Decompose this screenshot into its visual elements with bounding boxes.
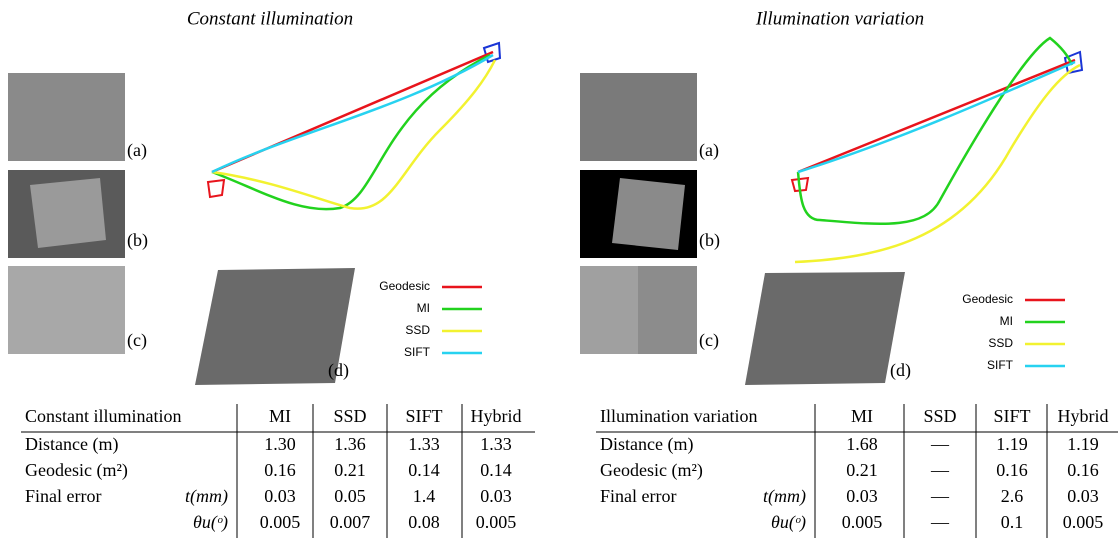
cell: 0.005 [260,512,301,532]
table-header: SIFT [405,406,442,426]
legend-label: MI [1000,314,1013,328]
table-header: SSD [333,406,366,426]
trajectory [211,53,494,174]
cell: 0.03 [1067,486,1099,506]
cell: — [930,486,950,506]
image-label: (b) [127,230,148,251]
cell: 1.4 [413,486,436,506]
cell: 0.14 [480,460,512,480]
cell: 1.33 [408,434,440,454]
legend-label: SIFT [987,358,1014,372]
image-c [8,266,125,354]
table-header: SSD [923,406,956,426]
image-b-inner [612,178,685,250]
cell: 0.007 [330,512,371,532]
cell: 0.21 [334,460,366,480]
trajectory [211,53,491,211]
row-sublabel: θu(ᵒ) [771,512,806,533]
cell: 0.005 [476,512,517,532]
table-header: MI [269,406,291,426]
image-d [745,272,905,385]
cell: 0.14 [408,460,440,480]
row-label: Geodesic (m²) [25,460,128,481]
legend-label: SSD [988,336,1013,350]
panel-title: Illumination variation [755,8,924,29]
cell: 0.1 [1001,512,1024,532]
row-label: Distance (m) [25,434,118,455]
legend-label: SIFT [404,345,431,359]
cell: 0.16 [996,460,1028,480]
cell: 1.19 [996,434,1028,454]
cell: 1.36 [334,434,366,454]
cell: — [930,434,950,454]
image-a [580,73,697,161]
image-label: (b) [699,230,720,251]
table-header: Hybrid [1058,406,1109,426]
table-header: Hybrid [471,406,522,426]
image-label: (d) [328,360,349,381]
trajectory [211,59,497,210]
image-a [8,73,125,161]
row-label: Distance (m) [600,434,693,455]
legend-label: Geodesic [379,279,430,293]
cell: 1.33 [480,434,512,454]
legend-label: Geodesic [962,292,1013,306]
row-sublabel: t(mm) [763,486,806,507]
row-sublabel: θu(ᵒ) [193,512,228,533]
cell: 0.21 [846,460,878,480]
cell: — [930,512,950,532]
cell: 0.005 [1063,512,1104,532]
cell: 0.16 [1067,460,1099,480]
cell: 2.6 [1001,486,1024,506]
row-label: Final error [600,486,676,506]
image-label: (a) [699,140,719,161]
trajectory [797,58,1076,174]
trajectory [797,60,1076,174]
cell: 1.68 [846,434,878,454]
cell: 0.08 [408,512,440,532]
image-b-inner [30,178,106,248]
row-label: Geodesic (m²) [600,460,703,481]
image-label: (c) [127,330,147,351]
image-label: (d) [890,360,911,381]
image-label: (c) [699,330,719,351]
cell: 0.16 [264,460,296,480]
cell: 0.005 [842,512,883,532]
row-sublabel: t(mm) [185,486,228,507]
trajectory [796,36,1074,225]
cell: 0.03 [846,486,878,506]
image-c [638,266,697,354]
legend-label: MI [417,301,430,315]
cell: 1.19 [1067,434,1099,454]
table-header: SIFT [993,406,1030,426]
cameras [206,41,1084,199]
image-c [580,266,638,354]
cell: 1.30 [264,434,296,454]
table-header: MI [851,406,873,426]
cell: 0.03 [264,486,296,506]
row-label: Final error [25,486,101,506]
trajectory [794,63,1081,264]
table-header: Constant illumination [25,406,182,426]
image-label: (a) [127,140,147,161]
legend-label: SSD [405,323,430,337]
cell: — [930,460,950,480]
cell: 0.05 [334,486,366,506]
cell: 0.03 [480,486,512,506]
image-d [195,268,355,385]
panel-title: Constant illumination [187,8,353,29]
table-header: Illumination variation [600,406,757,426]
